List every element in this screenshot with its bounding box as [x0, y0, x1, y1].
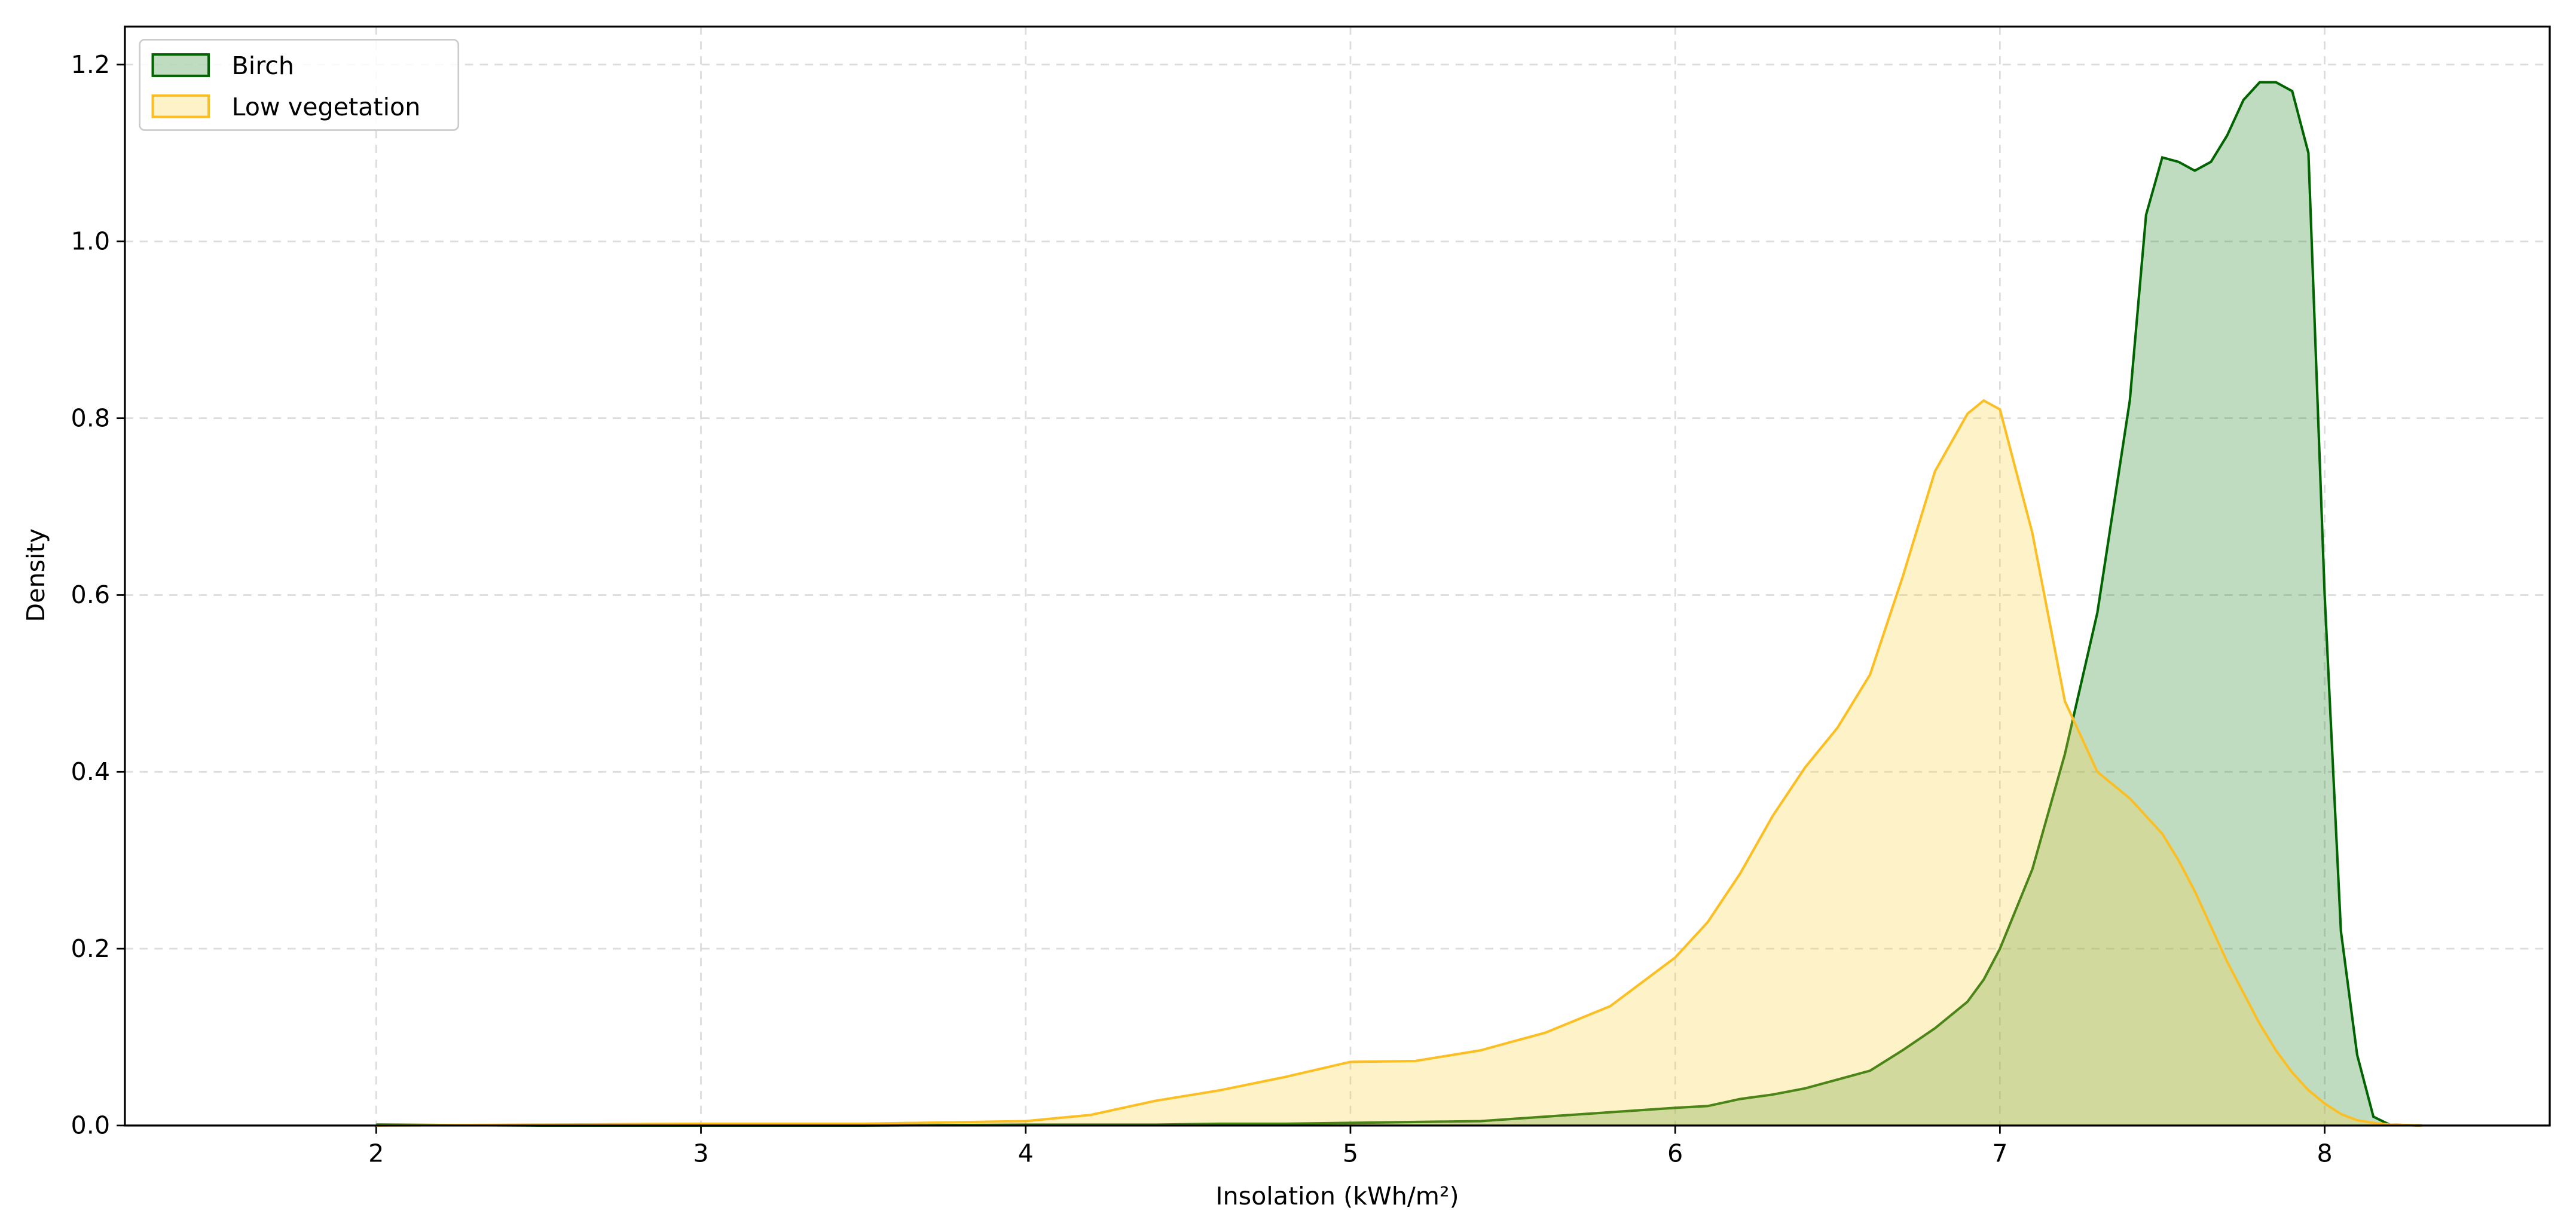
y-tick-label: 1.2: [71, 50, 111, 79]
x-tick-label: 3: [693, 1139, 708, 1167]
y-tick-label: 0.2: [71, 934, 111, 963]
legend-swatch: [151, 53, 210, 77]
x-tick-label: 6: [1667, 1139, 1683, 1167]
legend-label: Low vegetation: [231, 93, 420, 121]
plot-frame: [124, 25, 2551, 1127]
x-tick-label: 2: [368, 1139, 384, 1167]
area-fill: [376, 82, 2422, 1126]
y-tick-label: 0.4: [71, 757, 111, 786]
x-tick-label: 7: [1992, 1139, 2007, 1167]
x-tick-label: 5: [1343, 1139, 1358, 1167]
y-tick-label: 1.0: [71, 227, 111, 256]
legend-label: Birch: [231, 51, 294, 80]
legend: Birch Low vegetation: [139, 39, 460, 131]
area-line: [376, 81, 2422, 1127]
legend-swatch: [151, 94, 210, 118]
y-tick-label: 0.0: [71, 1111, 111, 1140]
legend-box: [139, 39, 460, 131]
area-fill: [376, 400, 2422, 1126]
area-line: [376, 399, 2422, 1127]
y-tick-label: 0.6: [71, 580, 111, 609]
y-tick-label: 0.8: [71, 403, 111, 432]
x-axis-label: Insolation (kWh/m²): [1215, 1182, 1459, 1210]
y-axis-label: Density: [22, 528, 50, 622]
x-tick-label: 4: [1018, 1139, 1034, 1167]
x-tick-label: 8: [2317, 1139, 2332, 1167]
